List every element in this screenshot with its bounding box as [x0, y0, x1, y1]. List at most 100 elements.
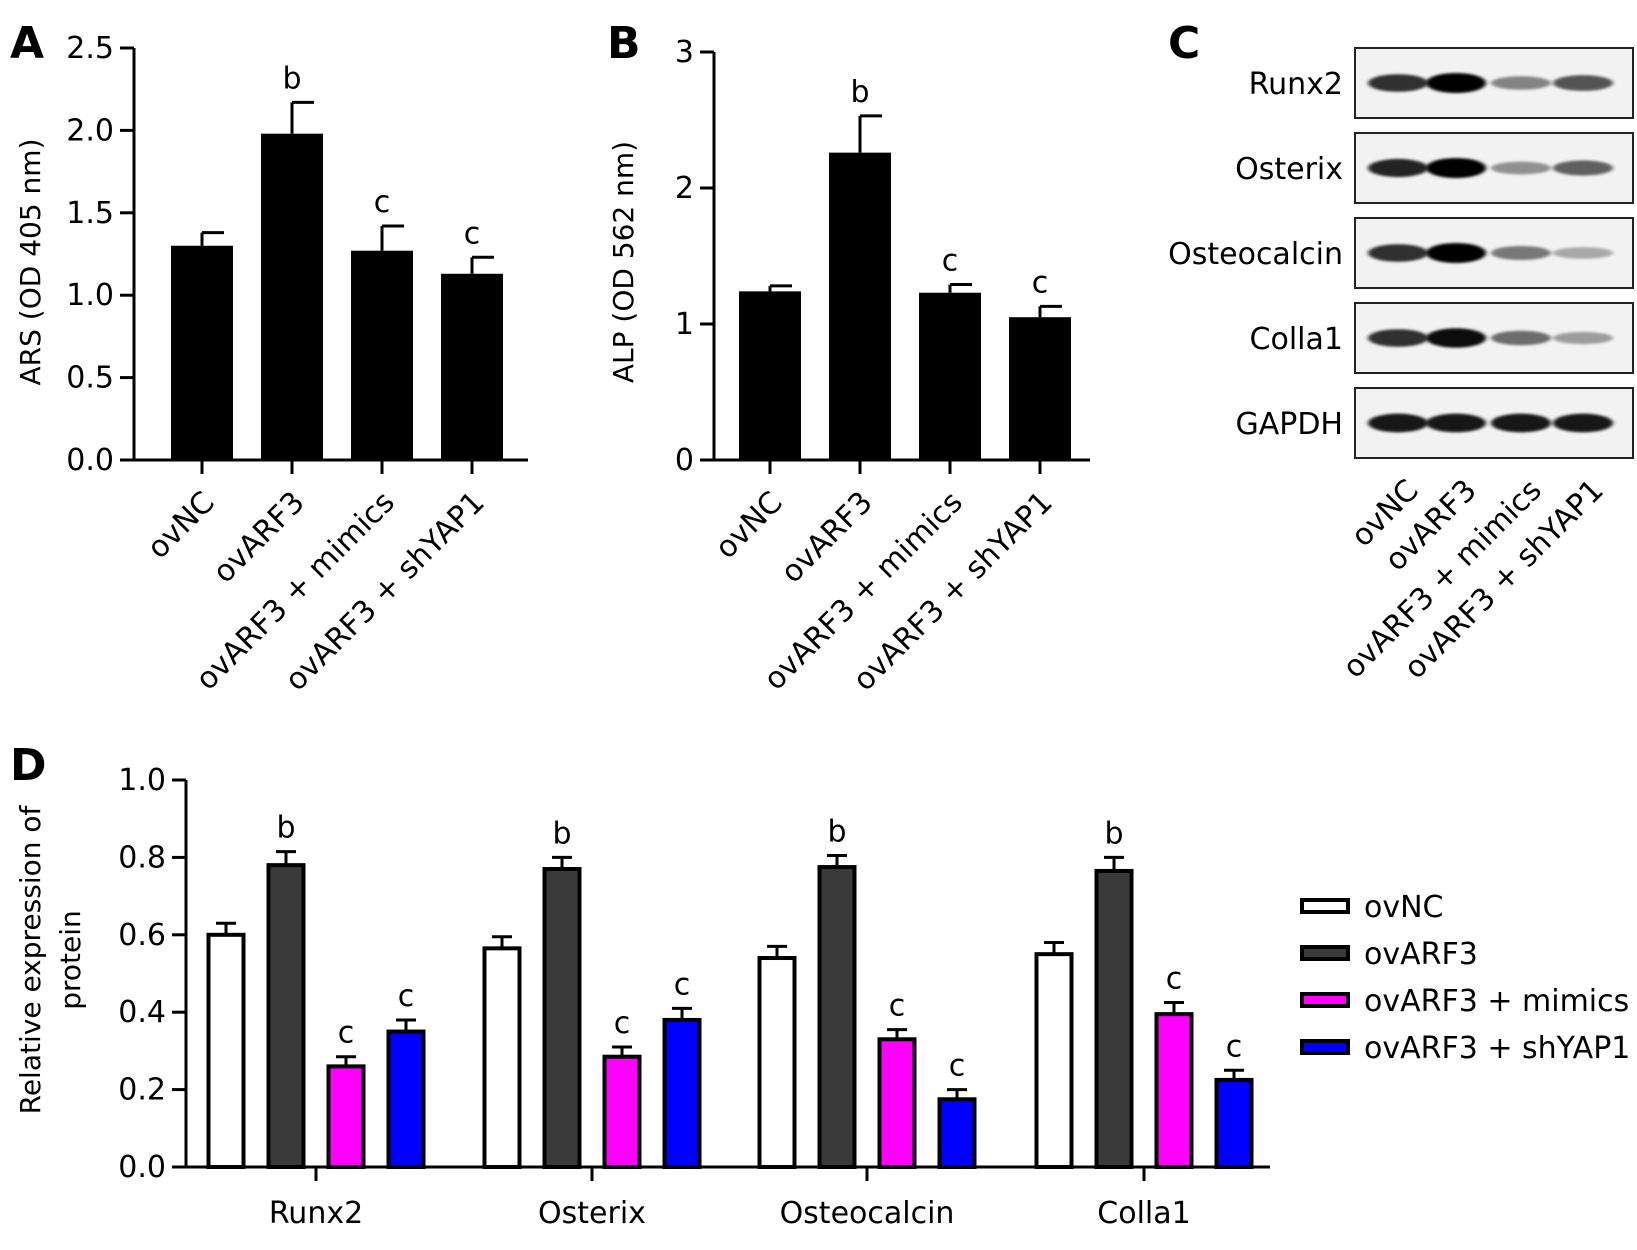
panel-c-western-blot: C Runx2OsterixOsteocalcinColla1GAPDHovNC… — [1168, 18, 1634, 686]
panel-d-y-tick-label: 0.0 — [118, 1150, 166, 1185]
panel-a-bar-ovarf3-shyap1 — [441, 273, 503, 460]
blot-band-osterix-lane-1 — [1368, 158, 1428, 178]
panel-d-legend-label-ovnc: ovNC — [1364, 890, 1444, 925]
blot-band-osteocalcin-lane-2 — [1426, 243, 1486, 263]
panel-d-bar-osteocalcin-ovarf3-mimics — [877, 1037, 917, 1170]
panel-d-y-axis-label-line1: Relative expression of — [14, 804, 47, 1114]
panel-d-legend-swatch-ovarf3-shyap1 — [1300, 1039, 1350, 1055]
panel-d-category-label-colla1: Colla1 — [1097, 1196, 1190, 1231]
panel-d-bar-runx2-ovnc — [206, 932, 246, 1169]
blot-band-gapdh-lane-3 — [1491, 413, 1551, 433]
panel-d-bar-colla1-ovarf3-mimics — [1154, 1012, 1194, 1170]
blot-band-colla1-lane-3 — [1491, 330, 1551, 346]
panel-b-significance-label: c — [1032, 265, 1049, 300]
blot-band-runx2-lane-1 — [1368, 74, 1428, 92]
panel-d-bar-osterix-ovarf3-mimics — [602, 1054, 642, 1169]
panel-b-significance-label: c — [942, 244, 959, 279]
panel-c-letter: C — [1168, 18, 1200, 69]
panel-d-bar-runx2-ovarf3 — [266, 863, 306, 1169]
panel-b-significance-label: b — [850, 75, 869, 110]
panel-b-bar-ovarf3 — [829, 152, 891, 460]
panel-b-y-tick-label: 2 — [675, 171, 694, 206]
panel-a-y-tick-label: 1.0 — [66, 278, 114, 313]
panel-d-bar-runx2-ovarf3-mimics — [326, 1064, 366, 1170]
blot-band-gapdh-lane-4 — [1553, 413, 1613, 433]
panel-a-category-label-ovnc: ovNC — [141, 485, 222, 566]
panel-d-y-tick-label: 0.2 — [118, 1073, 166, 1108]
panel-a-y-tick-label: 0.5 — [66, 361, 114, 396]
blot-band-colla1-lane-2 — [1426, 328, 1486, 348]
panel-a-bar-ovarf3-mimics — [351, 250, 413, 460]
blot-row-label-osterix: Osterix — [1235, 152, 1343, 187]
panel-b-y-tick-label: 3 — [675, 35, 694, 70]
panel-d-significance-label: c — [889, 989, 906, 1024]
panel-d-significance-label: b — [552, 816, 571, 851]
panel-d-letter: D — [10, 740, 47, 791]
panel-b-alp-chart: B ALP (OD 562 nm) 0123ovNCbovARF3covARF3… — [607, 18, 1090, 698]
panel-a-y-axis-label: ARS (OD 405 nm) — [14, 139, 47, 386]
blot-band-osterix-lane-2 — [1426, 158, 1486, 178]
panel-d-significance-label: c — [949, 1049, 966, 1084]
panel-d-legend-swatch-ovarf3 — [1300, 945, 1350, 961]
panel-d-significance-label: c — [398, 979, 415, 1014]
panel-d-significance-label: b — [1104, 816, 1123, 851]
panel-d-category-label-osterix: Osterix — [538, 1196, 646, 1231]
panel-a-y-tick-label: 2.5 — [66, 31, 114, 66]
panel-d-significance-label: c — [614, 1006, 631, 1041]
blot-band-osteocalcin-lane-4 — [1553, 247, 1613, 259]
blot-band-colla1-lane-1 — [1368, 329, 1428, 347]
panel-a-significance-label: b — [282, 61, 301, 96]
panel-a-bar-ovnc — [171, 245, 233, 460]
blot-band-osterix-lane-4 — [1553, 160, 1613, 176]
blot-band-gapdh-lane-2 — [1426, 413, 1486, 433]
panel-d-legend-label-ovarf3-mimics: ovARF3 + mimics — [1364, 984, 1629, 1019]
panel-b-letter: B — [607, 18, 641, 69]
panel-d-significance-label: c — [1166, 962, 1183, 997]
panel-d-y-axis-label-line2: protein — [54, 910, 87, 1010]
panel-a-ars-chart: A ARS (OD 405 nm) 0.0 0.5 1.0 1.5 2.0 2.5 ovNC… — [10, 18, 528, 698]
panel-d-bar-osterix-ovarf3 — [542, 867, 582, 1169]
panel-d-bar-runx2-ovarf3-shyap1 — [386, 1029, 426, 1170]
panel-d-bar-colla1-ovarf3 — [1094, 868, 1134, 1169]
panel-d-category-label-osteocalcin: Osteocalcin — [780, 1196, 955, 1231]
panel-a-significance-label: c — [464, 216, 481, 251]
panel-d-bar-osterix-ovnc — [482, 946, 522, 1169]
panel-d-significance-label: b — [827, 814, 846, 849]
blot-band-gapdh-lane-1 — [1368, 413, 1428, 433]
blot-row-label-gapdh: GAPDH — [1235, 407, 1343, 442]
panel-d-significance-label: b — [276, 811, 295, 846]
panel-d-bar-colla1-ovnc — [1034, 952, 1074, 1170]
panel-d-y-tick-label: 0.4 — [118, 995, 166, 1030]
panel-d-bar-osteocalcin-ovarf3-shyap1 — [937, 1097, 977, 1170]
panel-d-significance-label: c — [338, 1016, 355, 1051]
blot-band-colla1-lane-4 — [1553, 331, 1613, 345]
panel-d-bar-osteocalcin-ovarf3 — [817, 865, 857, 1169]
panel-d-category-label-runx2: Runx2 — [269, 1196, 363, 1231]
panel-d-y-tick-label: 1.0 — [118, 763, 166, 798]
blot-band-osteocalcin-lane-1 — [1368, 244, 1428, 262]
blot-band-runx2-lane-4 — [1553, 75, 1613, 91]
panel-a-significance-label: c — [374, 185, 391, 220]
panel-d-protein-expression-chart: D Relative expression of protein 0.0 0.2 0… — [10, 740, 1630, 1231]
panel-d-bar-osterix-ovarf3-shyap1 — [662, 1017, 702, 1169]
panel-d-bar-osteocalcin-ovnc — [757, 956, 797, 1170]
panel-a-y-tick-label: 1.5 — [66, 196, 114, 231]
panel-d-legend-label-ovarf3: ovARF3 — [1364, 937, 1478, 972]
panel-b-y-tick-label: 1 — [675, 307, 694, 342]
panel-a-y-tick-label: 0.0 — [66, 443, 114, 478]
panel-d-bar-colla1-ovarf3-shyap1 — [1214, 1077, 1254, 1170]
blot-row-label-osteocalcin: Osteocalcin — [1168, 237, 1343, 272]
blot-band-osterix-lane-3 — [1491, 161, 1551, 175]
blot-row-label-colla1: Colla1 — [1250, 322, 1343, 357]
panel-b-y-tick-label: 0 — [675, 443, 694, 478]
panel-a-letter: A — [10, 18, 44, 69]
panel-d-legend-swatch-ovarf3-mimics — [1300, 992, 1350, 1008]
panel-d-significance-label: c — [1226, 1029, 1243, 1064]
panel-d-y-tick-label: 0.8 — [118, 840, 166, 875]
panel-d-significance-label: c — [674, 967, 691, 1002]
blot-band-runx2-lane-3 — [1491, 76, 1551, 90]
blot-band-runx2-lane-2 — [1426, 73, 1486, 93]
panel-b-category-label-ovnc: ovNC — [709, 485, 790, 566]
panel-b-bar-ovnc — [739, 291, 801, 460]
